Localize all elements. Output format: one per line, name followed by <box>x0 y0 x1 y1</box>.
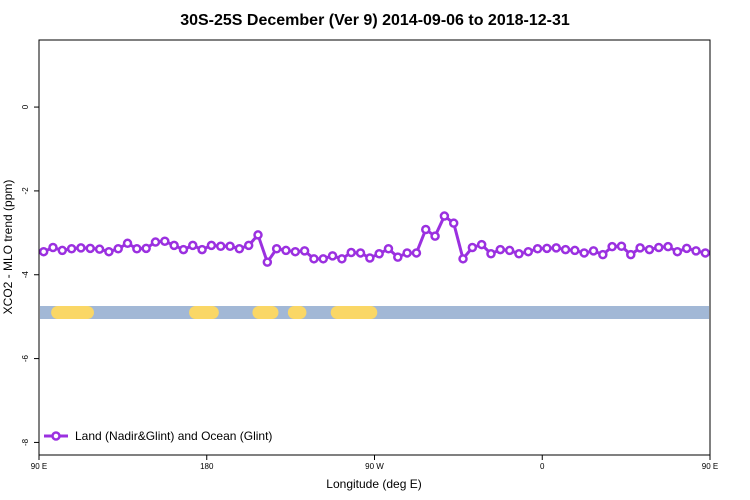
data-point <box>374 249 384 259</box>
data-point <box>48 242 58 253</box>
data-point <box>663 241 673 252</box>
data-point <box>523 246 534 257</box>
data-point <box>215 241 226 251</box>
data-point <box>309 254 319 264</box>
data-point <box>271 244 282 254</box>
data-point <box>681 243 692 254</box>
data-point <box>439 211 450 221</box>
data-point <box>411 248 422 258</box>
data-point <box>626 249 636 260</box>
chart-title: 30S-25S December (Ver 9) 2014-09-06 to 2… <box>180 12 570 29</box>
y-axis-label: XCO2 - MLO trend (ppm) <box>1 180 15 315</box>
data-point <box>467 242 478 253</box>
data-point <box>141 243 151 254</box>
y-axis: 0 -2 -4 -6 -8 <box>21 104 39 446</box>
x-tick-label: 90 W <box>365 462 384 471</box>
legend-marker <box>51 431 61 441</box>
data-point <box>234 244 245 254</box>
data-point <box>495 244 506 255</box>
data-point <box>178 244 189 255</box>
data-point <box>253 230 263 240</box>
data-point <box>476 239 487 250</box>
data-point <box>346 247 356 258</box>
data-point <box>560 244 571 255</box>
data-point <box>635 243 645 253</box>
data-point <box>225 241 235 251</box>
data-point <box>532 244 543 254</box>
data-point <box>262 257 273 267</box>
data-point <box>355 248 366 258</box>
data-point <box>579 248 589 258</box>
data-point <box>169 240 179 251</box>
data-point <box>38 246 49 257</box>
data-point <box>365 253 375 263</box>
data-point <box>188 240 198 251</box>
data-point <box>206 240 217 251</box>
data-series <box>38 211 711 267</box>
data-point <box>486 249 496 259</box>
x-tick-label: 180 <box>200 462 214 471</box>
data-point <box>132 244 142 254</box>
data-point <box>551 243 561 253</box>
data-point <box>542 243 552 254</box>
data-point <box>122 238 133 249</box>
data-point <box>700 248 711 258</box>
data-point <box>421 224 431 235</box>
data-point <box>458 254 468 264</box>
data-point <box>337 254 347 264</box>
data-point <box>57 245 68 256</box>
data-point <box>94 244 105 254</box>
x-tick-label: 90 E <box>702 462 718 471</box>
y-tick-label: -2 <box>21 187 30 195</box>
data-point <box>197 244 207 255</box>
x-tick-label: 0 <box>540 462 545 471</box>
data-point <box>514 249 524 259</box>
data-point <box>160 236 170 246</box>
data-point <box>598 249 608 260</box>
data-point <box>691 246 701 256</box>
data-point <box>66 244 77 254</box>
x-axis-label: Longitude (deg E) <box>326 477 421 491</box>
data-point <box>104 246 114 257</box>
y-tick-label: 0 <box>21 104 30 109</box>
data-point <box>281 245 291 256</box>
data-point <box>616 241 627 251</box>
y-tick-label: -8 <box>21 438 30 446</box>
data-point <box>318 254 328 264</box>
data-point <box>430 231 440 241</box>
data-point <box>383 244 394 254</box>
data-point <box>570 245 580 256</box>
x-tick-label: 90 E <box>31 462 47 471</box>
legend: Land (Nadir&Glint) and Ocean (Glint) <box>44 429 272 443</box>
data-point <box>672 246 683 257</box>
data-point <box>85 243 96 254</box>
data-point <box>448 218 459 228</box>
y-tick-label: -4 <box>21 271 30 279</box>
data-point <box>393 252 403 262</box>
data-point <box>504 245 515 256</box>
data-point <box>402 248 412 258</box>
data-point <box>607 241 617 252</box>
data-point <box>290 246 301 257</box>
y-tick-label: -6 <box>21 354 30 362</box>
data-point <box>113 244 123 254</box>
data-point <box>588 246 599 256</box>
x-axis: 90 E 180 90 W 0 90 E <box>31 455 718 471</box>
data-point <box>299 246 310 256</box>
data-point <box>644 244 655 255</box>
data-point <box>76 243 86 253</box>
data-point <box>243 240 254 251</box>
legend-label: Land (Nadir&Glint) and Ocean (Glint) <box>75 429 272 443</box>
data-point <box>653 242 664 253</box>
data-point <box>327 251 338 261</box>
data-point <box>150 237 161 247</box>
